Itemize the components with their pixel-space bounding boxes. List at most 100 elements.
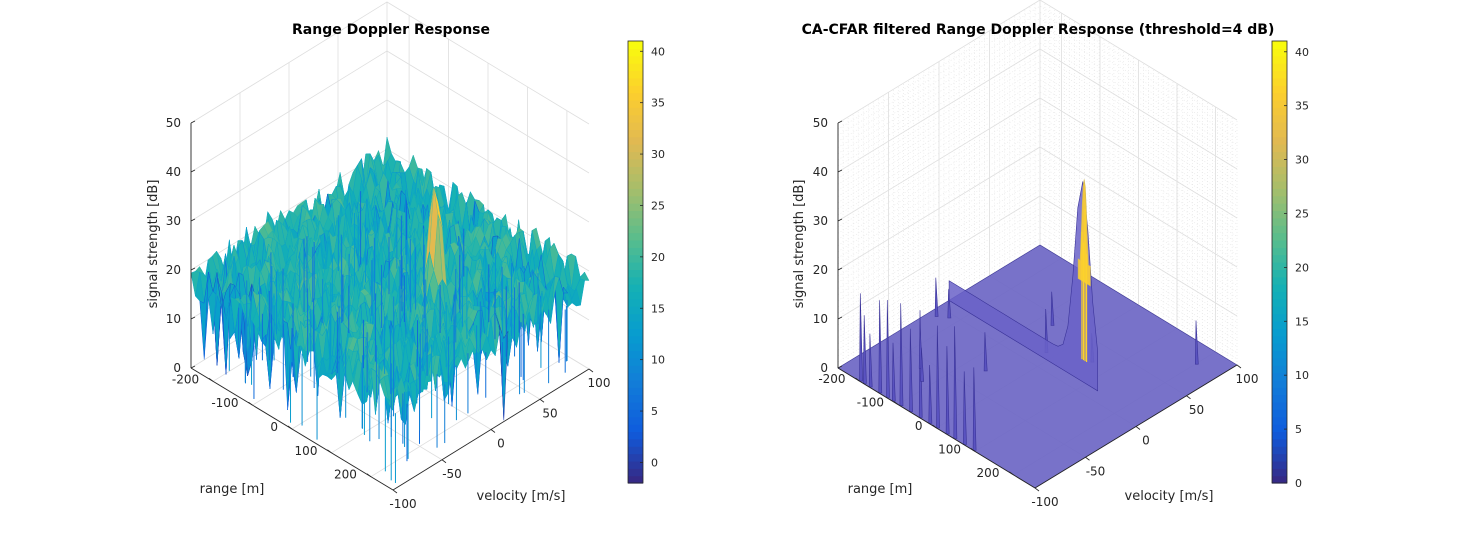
colorbar-segment [1272,63,1287,72]
colorbar-segment [1272,424,1287,433]
colorbar-segment [1272,85,1287,94]
colorbar-segment [1272,284,1287,293]
right-plot-title: CA-CFAR filtered Range Doppler Response … [802,22,1275,38]
right-z-axis-label: signal strength [dB] [792,180,807,309]
minor-grid-line [837,54,1238,179]
colorbar-segment [628,158,643,167]
colorbar-segment [628,328,643,337]
colorbar-segment [628,92,643,101]
minor-grid-line [837,79,1238,203]
colorbar-segment [1272,431,1287,440]
cfar-spike [868,333,873,388]
z-tick [190,316,196,320]
minor-grid-line [837,238,1238,363]
minor-grid-line [837,146,1238,271]
colorbar-segment [628,379,643,388]
colorbar-segment [628,313,643,322]
velocity-tick [1085,456,1090,461]
colorbar-segment [628,453,643,462]
colorbar-segment [628,180,643,189]
colorbar-segment [1272,151,1287,160]
colorbar-tick-label: 10 [1295,369,1309,382]
minor-grid-line [837,122,1238,246]
colorbar-segment [628,77,643,86]
z-tick-label: 10 [813,312,828,326]
colorbar-segment [1272,77,1287,86]
colorbar-tick-label: 0 [651,456,658,469]
minor-grid-line [837,97,1238,222]
colorbar-segment [1272,328,1287,337]
left-x-axis-label: velocity [m/s] [477,489,566,504]
cfar-spike [972,367,977,451]
colorbar-segment [1272,306,1287,315]
colorbar-segment [1272,365,1287,374]
cfar-spike [953,326,958,439]
z-tick-label: 40 [166,165,181,179]
colorbar-segment [628,350,643,359]
minor-grid-line [837,171,1238,295]
minor-grid-line [837,0,1238,124]
minor-grid-line [837,85,1238,210]
colorbar-segment [1272,203,1287,212]
velocity-tick-label: -100 [1031,495,1058,509]
minor-grid-line [837,24,1238,148]
colorbar-segment [628,254,643,263]
range-tick-label: -100 [857,396,884,410]
colorbar-segment [1272,379,1287,388]
colorbar-segment [628,372,643,381]
colorbar-segment [1272,217,1287,226]
colorbar-segment [628,284,643,293]
colorbar-segment [628,276,643,285]
colorbar-segment [628,151,643,160]
minor-grid-line [837,18,1238,142]
velocity-tick-label: 50 [542,406,557,420]
colorbar-segment [1272,269,1287,278]
colorbar-segment [628,291,643,300]
colorbar-segment [1272,446,1287,455]
z-tick-label: 0 [820,361,828,375]
minor-grid-line [837,195,1238,320]
colorbar-segment [628,203,643,212]
colorbar-segment [1272,188,1287,197]
velocity-tick-label: -50 [442,467,462,481]
minor-grid-line [837,183,1238,308]
colorbar-segment [628,114,643,123]
minor-grid-line [837,177,1238,301]
colorbar-tick-label: 35 [1295,100,1309,113]
cfar-spike [947,289,952,319]
colorbar-segment [1272,254,1287,263]
velocity-tick [1236,364,1242,369]
z-tick-label: 40 [813,165,828,179]
minor-grid-line [837,11,1238,136]
minor-grid-line [837,152,1238,277]
colorbar-segment [1272,232,1287,241]
cfar-spike [934,277,939,317]
colorbar-segment [628,409,643,418]
cfar-spike [936,325,940,429]
right-x-axis-label: velocity [m/s] [1125,489,1214,504]
cfar-target-peak [1077,179,1091,287]
cfar-spike [878,300,883,394]
minor-grid-line [837,220,1238,344]
right-surface-plot: 01020304050-200-1000100200-100-50050100 … [792,0,1309,509]
colorbar-tick-label: 20 [651,251,665,264]
range-tick-label: -200 [818,372,845,386]
colorbar-segment [1272,262,1287,270]
minor-grid-line [837,67,1238,191]
colorbar-segment [1272,453,1287,462]
colorbar-segment [1272,129,1287,138]
right-colorbar: 0 5 10 15 20 25 30 35 40 [1271,40,1309,490]
z-tick-label: 20 [813,263,828,277]
z-tick [190,120,196,124]
colorbar-segment [1272,438,1287,447]
left-colorbar: 0 5 10 15 20 25 30 35 40 [627,40,665,484]
colorbar-segment [628,357,643,366]
range-tick-label: 0 [270,420,278,434]
colorbar-segment [1272,247,1287,256]
left-z-axis-label: signal strength [dB] [146,180,161,309]
colorbar-segment [1272,99,1287,108]
colorbar-segment [1272,55,1287,64]
right-y-axis-label: range [m] [848,482,913,497]
cfar-spike [899,303,904,407]
